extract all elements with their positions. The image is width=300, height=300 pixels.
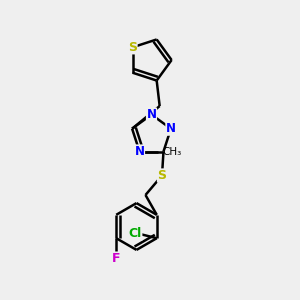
Text: F: F [112, 252, 121, 265]
Text: CH₃: CH₃ [163, 146, 182, 157]
Text: S: S [158, 169, 166, 182]
Text: N: N [146, 108, 157, 121]
Text: N: N [166, 122, 176, 135]
Text: S: S [128, 41, 137, 54]
Text: Cl: Cl [128, 227, 142, 240]
Text: N: N [134, 145, 145, 158]
